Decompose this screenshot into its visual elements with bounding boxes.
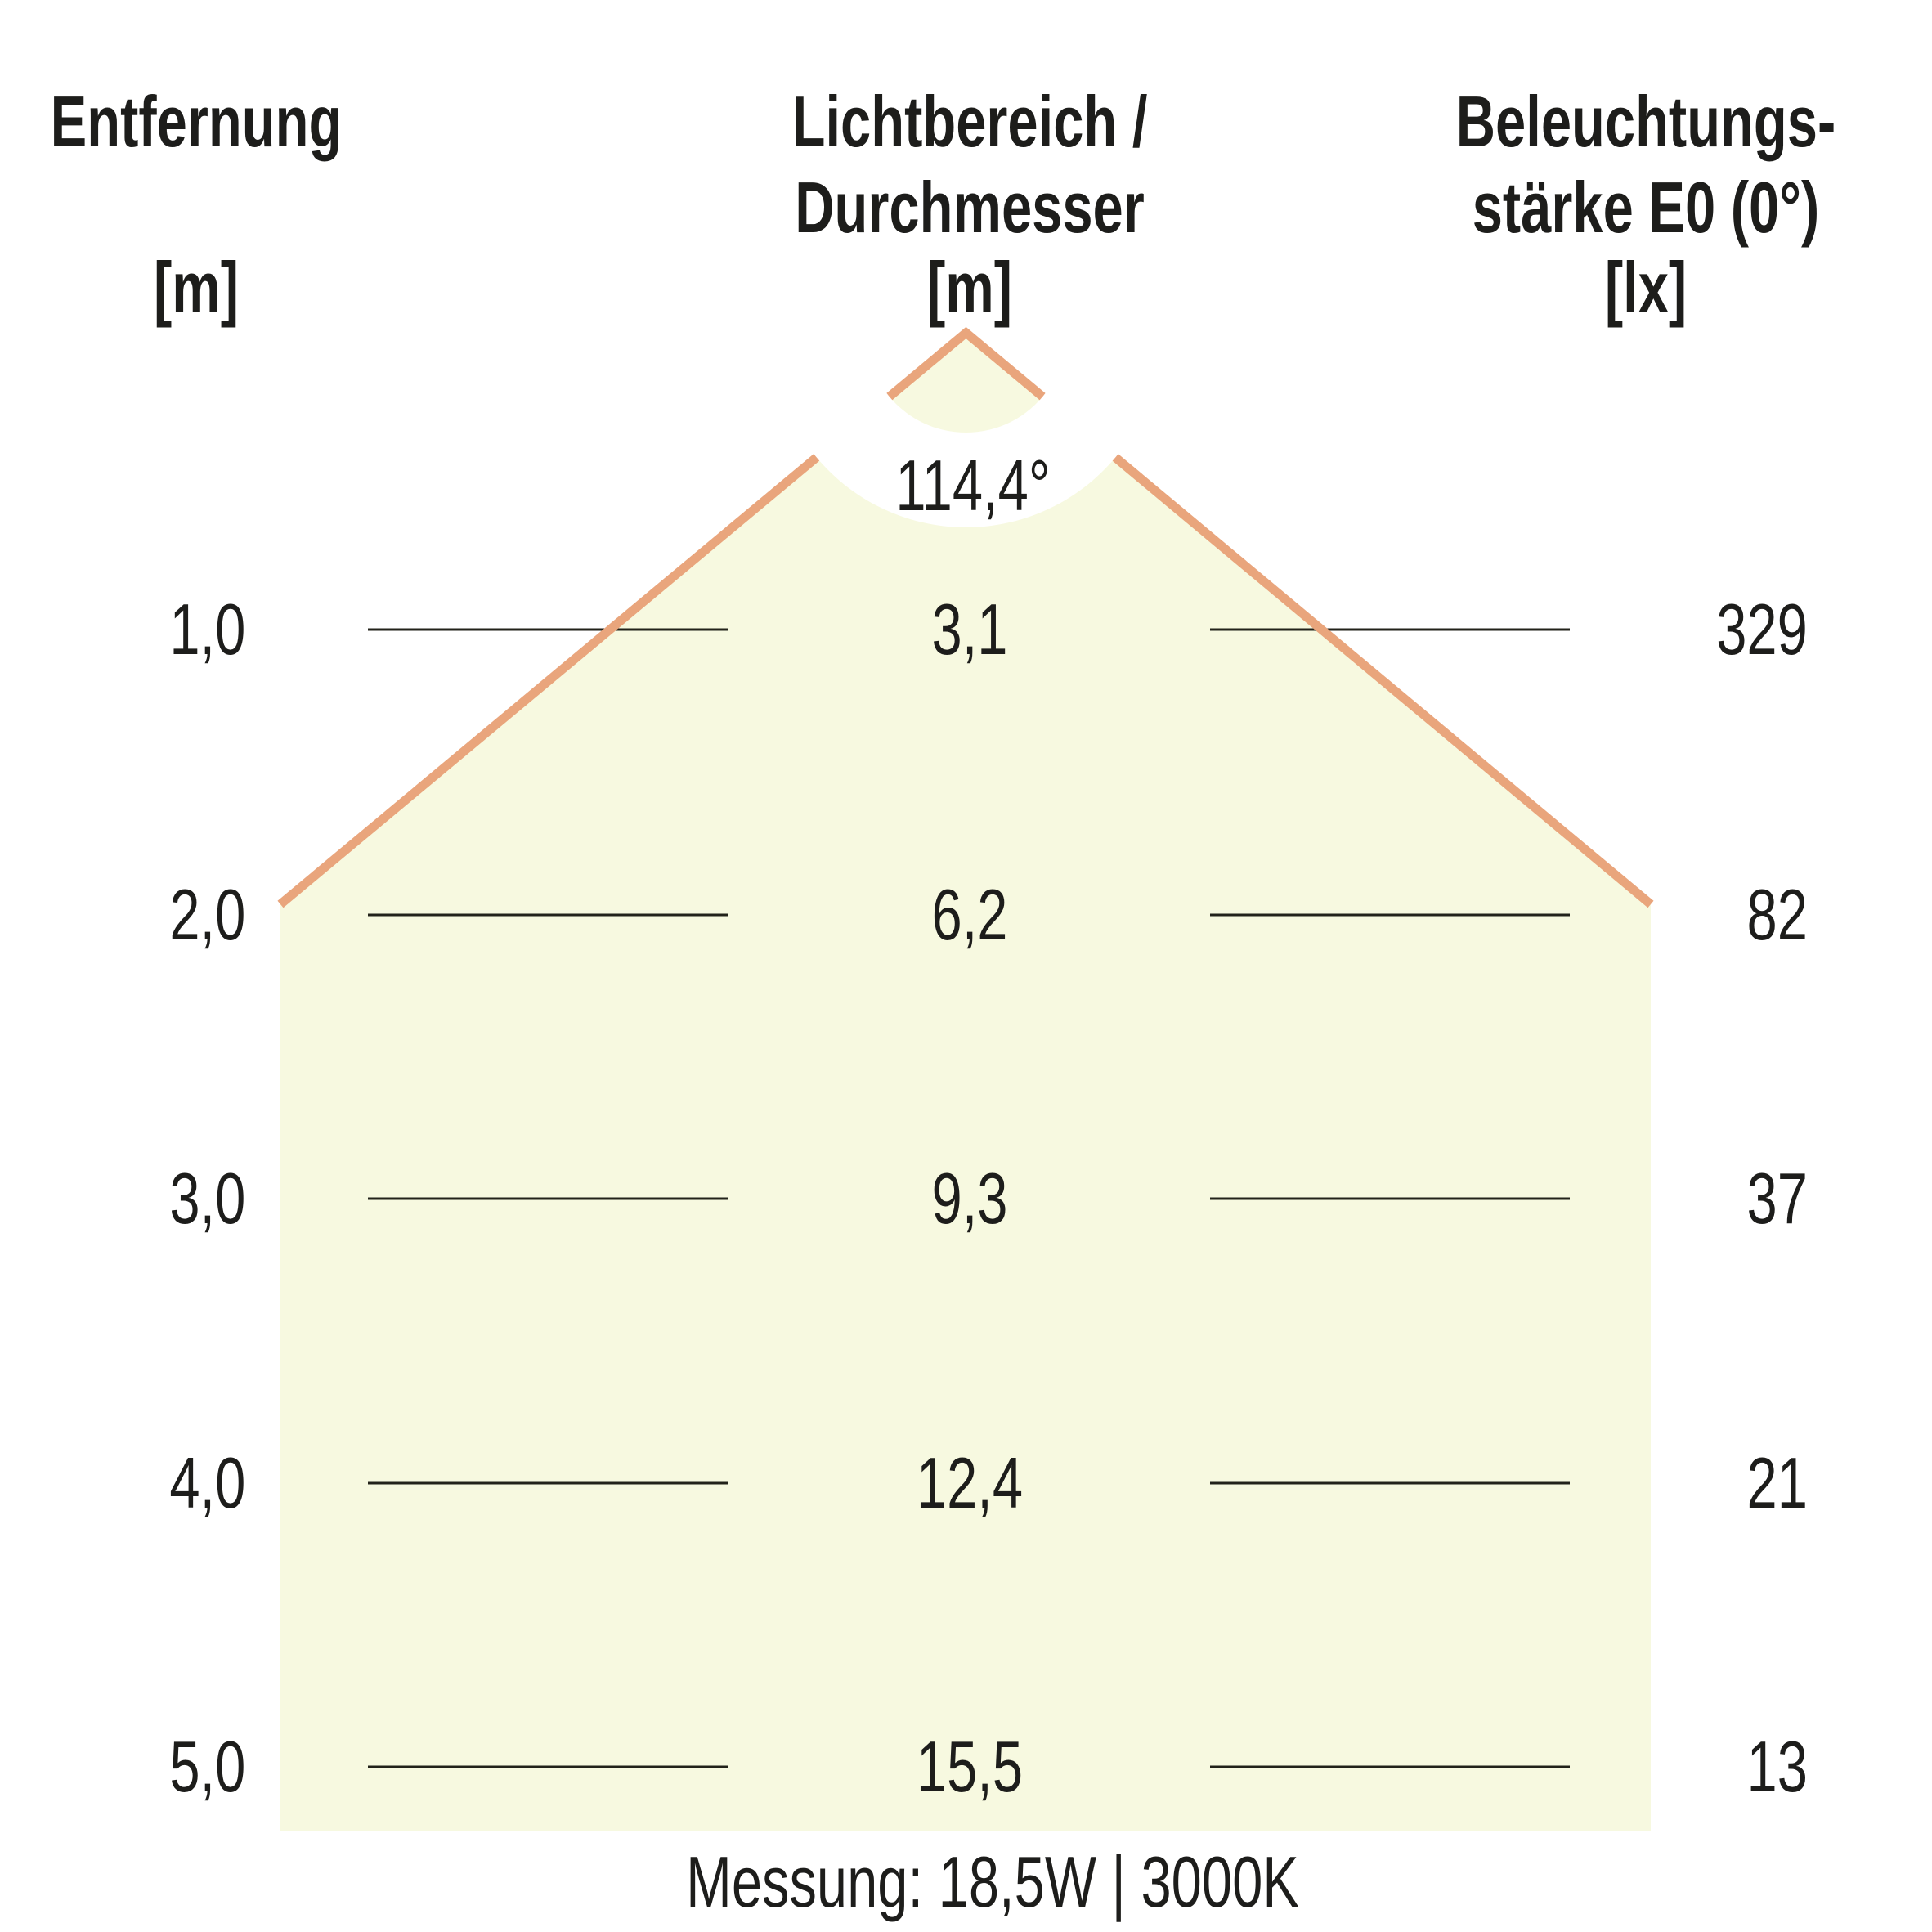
distance-value-1: 1,0	[169, 589, 245, 670]
illuminance-value-5: 13	[1746, 1726, 1808, 1807]
distance-value-4: 4,0	[169, 1442, 245, 1523]
light-cone-shape	[280, 333, 1651, 1831]
diameter-value-3: 9,3	[931, 1158, 1008, 1239]
distance-value-3: 3,0	[169, 1158, 245, 1239]
distance-value-2: 2,0	[169, 874, 245, 955]
header-illuminance-unit: [lx]	[1604, 247, 1688, 328]
cone-edge-lines	[277, 326, 1654, 908]
header-lightarea-unit: [m]	[926, 247, 1013, 328]
illuminance-value-3: 37	[1746, 1158, 1808, 1239]
header-lightarea-line1: Lichtbereich /	[791, 81, 1148, 162]
header-illuminance-line1: Beleuchtungs-	[1455, 81, 1836, 162]
diameter-value-2: 6,2	[931, 874, 1008, 955]
diameter-value-4: 12,4	[916, 1442, 1024, 1523]
diameter-value-1: 3,1	[931, 589, 1008, 670]
distance-value-5: 5,0	[169, 1726, 245, 1807]
beam-angle-gap-band	[808, 391, 1124, 528]
illuminance-value-4: 21	[1746, 1442, 1808, 1523]
illuminance-value-2: 82	[1746, 874, 1808, 955]
diameter-value-5: 15,5	[916, 1726, 1024, 1807]
header-illuminance-line2: stärke E0 (0°)	[1472, 167, 1820, 248]
beam-angle-value: 114,4°	[895, 445, 1051, 526]
header-lightarea-line2: Durchmesser	[795, 167, 1145, 248]
measurement-note: Messung: 18,5W | 3000K	[686, 1841, 1299, 1922]
header-distance-unit: [m]	[153, 247, 240, 328]
header-distance: Entfernung	[50, 81, 343, 162]
illuminance-value-1: 329	[1716, 589, 1808, 670]
